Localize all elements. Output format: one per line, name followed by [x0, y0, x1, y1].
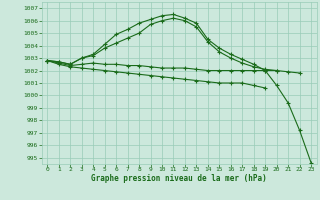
X-axis label: Graphe pression niveau de la mer (hPa): Graphe pression niveau de la mer (hPa)	[91, 174, 267, 183]
